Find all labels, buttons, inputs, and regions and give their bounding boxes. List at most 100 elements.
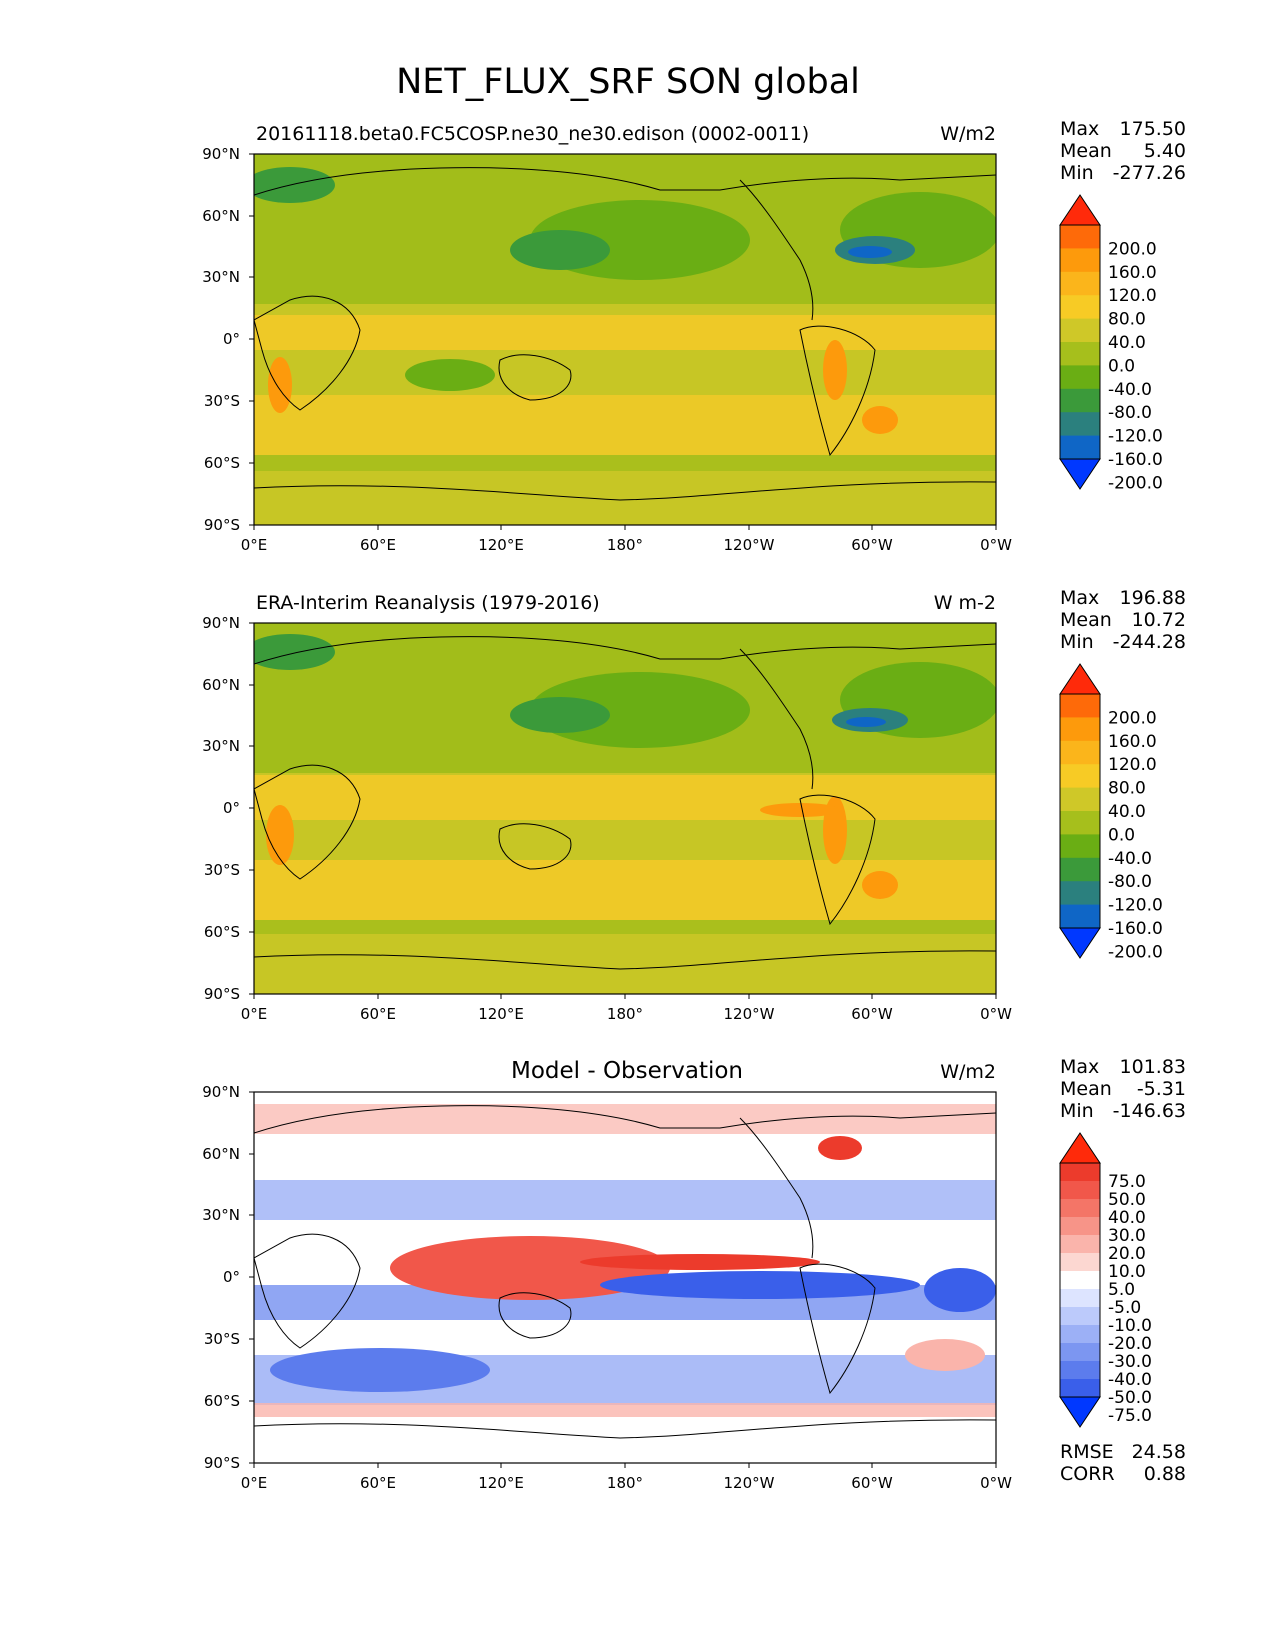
y-tick-label: 90°S: [204, 1454, 240, 1472]
colorbar-tick-label: 80.0: [1108, 779, 1146, 799]
y-tick-label: 60°N: [202, 1145, 240, 1163]
stat-max-value: 196.88: [1120, 587, 1186, 609]
colorbar: 75.050.040.030.020.010.05.0-5.0-10.0-20.…: [1059, 1132, 1152, 1428]
x-axis: 0°E 60°E 120°E 180° 120°W 60°W 0°W: [241, 525, 1012, 554]
stat-min-label: Min: [1060, 162, 1094, 184]
colorbar-extend-max: [1059, 194, 1101, 226]
colorbar-tick-label: -160.0: [1108, 450, 1163, 470]
colorbar-segment: [1060, 295, 1100, 320]
field-cold-tongue-blue: [600, 1271, 920, 1299]
colorbar-tick-label: -40.0: [1108, 380, 1152, 400]
colorbar-extend-max: [1059, 1132, 1101, 1164]
coastlines: [254, 1105, 996, 1439]
colorbar-segment: [1060, 1163, 1100, 1182]
x-tick-label: 60°E: [360, 536, 396, 554]
field-indian-green: [405, 359, 495, 391]
x-tick-label: 180°: [607, 536, 643, 554]
stats-box: Max 101.83 Mean -5.31 Min -146.63: [1060, 1056, 1186, 1122]
colorbar-tick-label: 5.0: [1108, 1280, 1135, 1300]
colorbar-segment: [1060, 1307, 1100, 1326]
x-tick-label: 0°E: [241, 1005, 268, 1023]
y-tick-label: 30°S: [204, 861, 240, 879]
colorbar-tick-label: 0.0: [1108, 825, 1135, 845]
colorbar-tick-label: -120.0: [1108, 896, 1163, 916]
field-tropics: [254, 775, 996, 820]
field-hudson-red: [818, 1136, 862, 1160]
colorbar-tick-label: 50.0: [1108, 1190, 1146, 1210]
colorbar-segment: [1060, 1289, 1100, 1308]
field-brazil-malvinas: [862, 406, 898, 434]
stat-min-label: Min: [1060, 1100, 1094, 1122]
colorbar-segment: [1060, 904, 1100, 929]
field-south-green: [254, 920, 996, 934]
y-tick-label: 30°N: [202, 737, 240, 755]
x-tick-label: 60°W: [851, 1474, 893, 1492]
panel-model: 20161118.beta0.FC5COSP.ne30_ne30.edison …: [202, 118, 1186, 554]
colorbar-tick-label: 40.0: [1108, 802, 1146, 822]
map-plot-area: [254, 1092, 996, 1463]
colorbar-tick-label: -120.0: [1108, 427, 1163, 447]
stat-min-value: -146.63: [1113, 1100, 1186, 1122]
map-plot-area: [254, 623, 996, 994]
colorbar-segment: [1060, 248, 1100, 273]
colorbar-segment: [1060, 811, 1100, 835]
field-atlantic-blue: [924, 1268, 996, 1312]
colorbar-segment: [1060, 342, 1100, 366]
x-tick-label: 180°: [607, 1474, 643, 1492]
field-nordic: [254, 167, 335, 203]
colorbar-tick-label: -75.0: [1108, 1406, 1152, 1426]
stat-min-value: -277.26: [1113, 162, 1186, 184]
y-tick-label: 90°N: [202, 614, 240, 632]
x-tick-label: 0°W: [980, 536, 1012, 554]
colorbar-segment: [1060, 1379, 1100, 1398]
colorbar-segment: [1060, 388, 1100, 413]
stat-mean-label: Mean: [1060, 609, 1112, 631]
stat-max-label: Max: [1060, 587, 1099, 609]
x-axis: 0°E 60°E 120°E 180° 120°W 60°W 0°W: [241, 994, 1012, 1023]
y-tick-label: 30°S: [204, 1330, 240, 1348]
colorbar-tick-label: 80.0: [1108, 310, 1146, 330]
colorbar-segment: [1060, 1217, 1100, 1236]
colorbar-segment: [1060, 412, 1100, 437]
colorbar-tick-label: 30.0: [1108, 1226, 1146, 1246]
x-tick-label: 0°E: [241, 536, 268, 554]
x-tick-label: 180°: [607, 1005, 643, 1023]
stats-box: Max 196.88 Mean 10.72 Min -244.28: [1060, 587, 1186, 653]
colorbar-tick-label: -5.0: [1108, 1298, 1141, 1318]
field-south-atlantic-pink: [905, 1339, 985, 1371]
colorbar-segment: [1060, 318, 1100, 343]
colorbar-tick-label: -160.0: [1108, 919, 1163, 939]
colorbar-segment: [1060, 1361, 1100, 1380]
x-tick-label: 120°E: [478, 1005, 524, 1023]
field-cold-tongue: [760, 803, 840, 817]
colorbar-tick-label: -80.0: [1108, 872, 1152, 892]
colorbar-tick-label: 10.0: [1108, 1262, 1146, 1282]
y-tick-label: 90°N: [202, 1083, 240, 1101]
x-tick-label: 120°E: [478, 536, 524, 554]
colorbar-segment: [1060, 435, 1100, 460]
coastlines: [254, 636, 996, 970]
panel-observation: ERA-Interim Reanalysis (1979-2016) W m-2: [202, 587, 1186, 1023]
y-tick-label: 30°S: [204, 392, 240, 410]
field-north-subtropic-blue: [254, 1180, 996, 1220]
x-axis: 0°E 60°E 120°E 180° 120°W 60°W 0°W: [241, 1463, 1012, 1492]
units-label: W/m2: [940, 123, 996, 145]
y-axis: 90°N 60°N 30°N 0° 30°S 60°S 90°S: [202, 145, 254, 534]
field-warmpool-red: [390, 1236, 670, 1300]
colorbar-segment: [1060, 1343, 1100, 1362]
colorbar-segment: [1060, 764, 1100, 789]
y-axis: 90°N 60°N 30°N 0° 30°S 60°S 90°S: [202, 614, 254, 1003]
field-humboldt: [823, 340, 847, 400]
y-tick-label: 30°N: [202, 268, 240, 286]
colorbar-tick-label: 0.0: [1108, 356, 1135, 376]
colorbar-extend-min: [1059, 1396, 1101, 1428]
stat-max-label: Max: [1060, 1056, 1099, 1078]
map-plot-area: [254, 154, 996, 525]
colorbar-segment: [1060, 857, 1100, 882]
colorbar-segment: [1060, 225, 1100, 249]
field-benguela: [268, 357, 292, 413]
colorbar-tick-label: 160.0: [1108, 263, 1157, 283]
field-gulfstream-core: [846, 717, 886, 727]
stat-max-label: Max: [1060, 118, 1099, 140]
